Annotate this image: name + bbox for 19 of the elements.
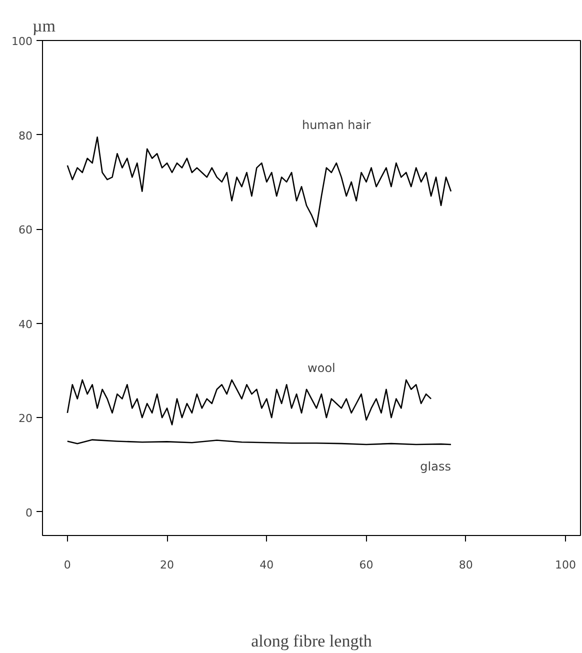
x-tick-label: 40: [260, 558, 274, 572]
line-series: [66, 379, 432, 426]
series-label: wool: [308, 360, 336, 375]
y-tick-label: 100: [12, 35, 33, 48]
x-axis-title: along fibre length: [251, 632, 372, 650]
y-axis-title: µm: [32, 16, 56, 36]
line-series: [66, 136, 452, 228]
y-tick-label: 20: [18, 412, 33, 426]
text: human hair: [302, 118, 371, 132]
x-tick-label: 0: [64, 558, 71, 572]
x-tick-label: 80: [458, 558, 473, 572]
y-tick-label: 40: [18, 318, 33, 331]
y-tick-label: 80: [18, 129, 33, 142]
x-tick-label: 20: [160, 558, 174, 572]
y-tick-label: 60: [18, 224, 33, 237]
series-label: glass: [420, 460, 451, 474]
x-tick-label: 60: [359, 558, 374, 572]
y-tick-label: 0: [26, 506, 32, 520]
x-tick-label: 100: [555, 558, 576, 572]
